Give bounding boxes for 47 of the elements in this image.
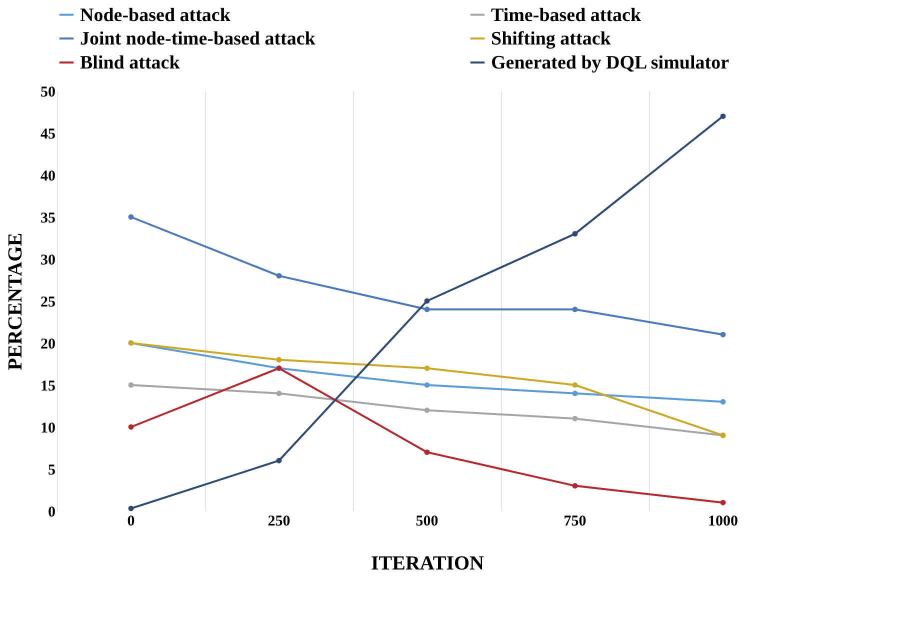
x-tick-label: 500 [416,514,438,530]
point [572,416,578,422]
legend-label: Shifting attack [491,28,612,50]
point [720,332,726,338]
y-axis-title: PERCENTAGE [4,232,26,370]
point [128,424,134,430]
x-tick-label: 250 [268,514,290,530]
y-tick-label: 30 [40,252,56,268]
point [128,506,134,512]
y-tick-label: 45 [40,126,56,142]
y-tick-label: 20 [40,336,56,352]
x-axis-title: ITERATION [371,552,485,574]
x-tick-label: 1000 [708,514,738,530]
point [424,365,430,371]
legend-label: Generated by DQL simulator [491,52,730,74]
x-tick-label: 0 [127,514,135,530]
y-tick-label: 40 [40,168,56,184]
point [424,382,430,388]
point [572,390,578,396]
point [424,306,430,312]
point [276,357,282,363]
legend-label: Blind attack [80,52,180,74]
point [128,214,134,220]
point [276,458,282,464]
y-tick-label: 50 [40,84,56,100]
point [424,298,430,304]
point [572,231,578,237]
x-tick-label: 750 [564,514,586,530]
point [720,399,726,405]
legend-label: Time-based attack [491,4,642,26]
y-tick-label: 25 [40,294,56,310]
legend-label: Joint node-time-based attack [80,28,316,50]
point [276,390,282,396]
point [720,500,726,506]
point [720,113,726,119]
legend-label: Node-based attack [80,4,231,26]
y-tick-label: 35 [40,210,56,226]
point [572,306,578,312]
point [572,483,578,489]
y-tick-label: 15 [40,378,56,394]
point [424,407,430,413]
point [276,273,282,279]
point [572,382,578,388]
point [424,449,430,455]
y-tick-label: 5 [48,462,56,478]
point [128,382,134,388]
y-tick-label: 10 [40,420,56,436]
